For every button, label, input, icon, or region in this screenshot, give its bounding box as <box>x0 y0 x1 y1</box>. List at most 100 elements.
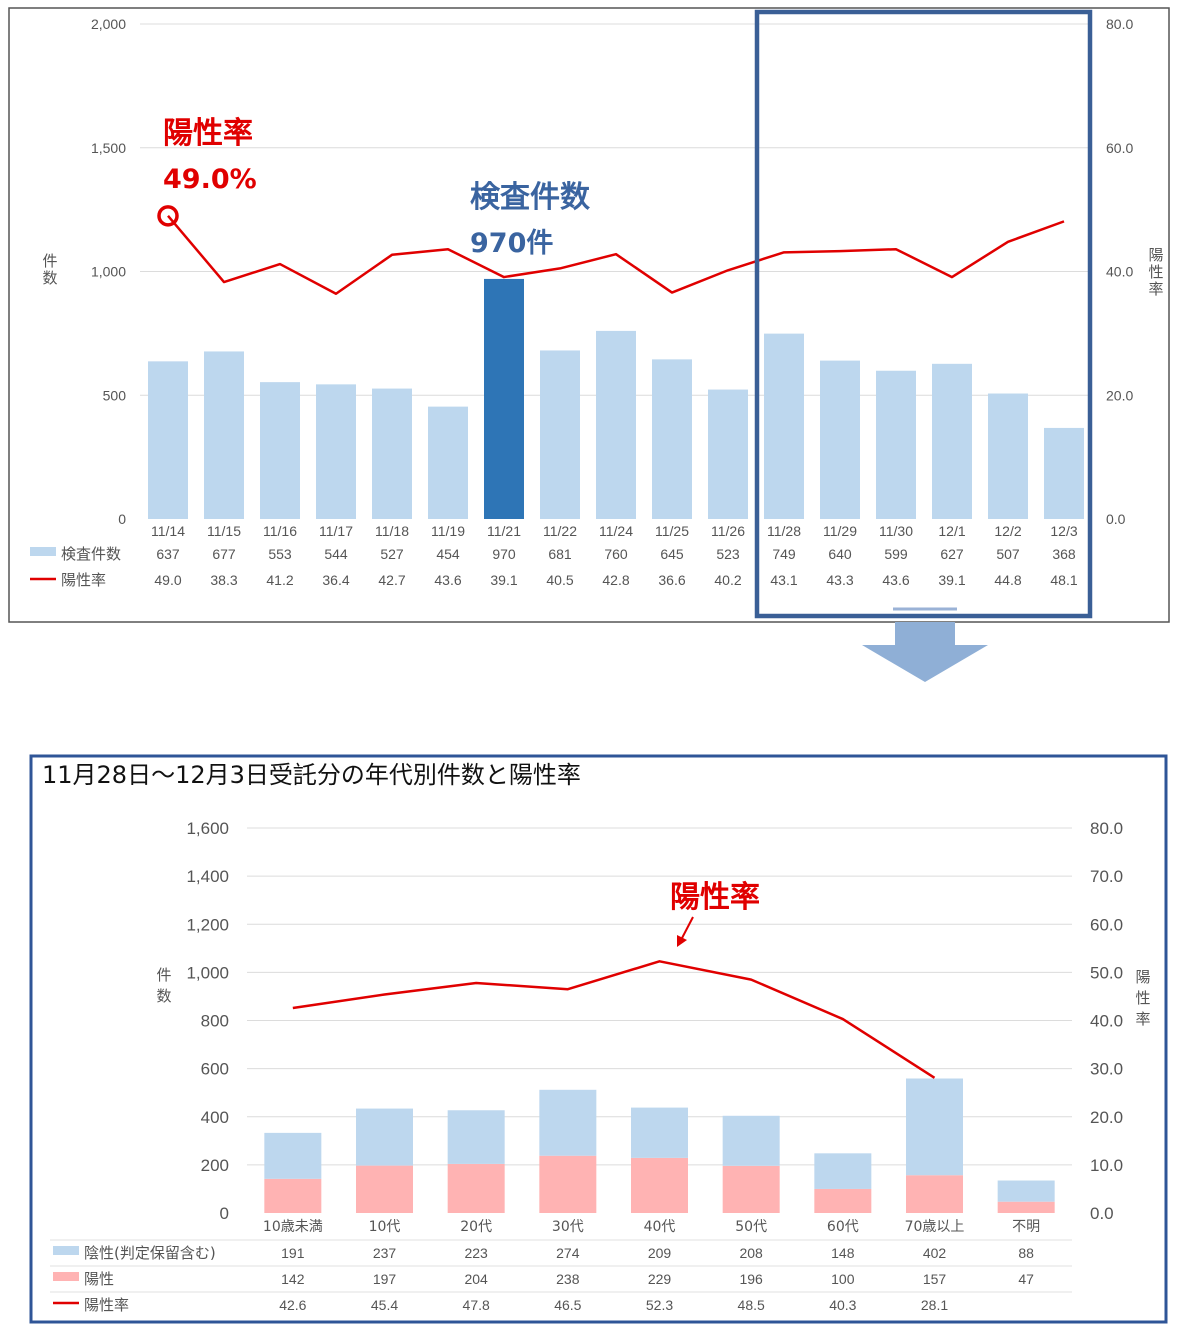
y-tick-label: 200 <box>201 1156 229 1175</box>
legend-label-count: 検査件数 <box>61 545 121 563</box>
table-cell-count: 553 <box>268 546 292 562</box>
x-tick-label: 11/30 <box>879 523 913 539</box>
y2-tick-label: 0.0 <box>1090 1204 1114 1223</box>
table-cell-count: 527 <box>380 546 404 562</box>
table-cell-rate: 42.6 <box>279 1297 306 1313</box>
chart1-rate-annotation-value: 49.0% <box>163 164 257 195</box>
bar-positive <box>631 1157 688 1213</box>
y2-tick-label: 80.0 <box>1106 16 1133 32</box>
y-tick-label: 500 <box>103 387 127 403</box>
y-tick-label: 400 <box>201 1108 229 1127</box>
table-cell-count: 637 <box>156 546 180 562</box>
x-tick-label: 11/29 <box>823 523 857 539</box>
table-cell-positive: 100 <box>831 1271 855 1287</box>
table-cell-count: 760 <box>604 546 628 562</box>
table-cell-rate: 43.6 <box>882 572 909 588</box>
chart1-y2-ticks: 0.0 20.0 40.0 60.0 80.0 <box>1106 16 1133 527</box>
chart1-frame <box>8 7 1170 623</box>
x-tick-label: 30代 <box>552 1219 584 1235</box>
y-axis-label-char: 件 <box>42 252 57 270</box>
x-tick-label: 60代 <box>827 1219 859 1235</box>
table-cell-positive: 142 <box>281 1271 305 1287</box>
y2-tick-label: 50.0 <box>1090 963 1123 982</box>
bar <box>820 360 860 519</box>
x-tick-label: 11/21 <box>487 523 521 539</box>
table-cell-count: 645 <box>660 546 684 562</box>
table-cell-rate: 47.8 <box>463 1297 490 1313</box>
bar <box>708 389 748 519</box>
y-tick-label: 1,000 <box>91 264 126 280</box>
table-cell-rate: 40.2 <box>714 572 741 588</box>
table-cell-positive: 157 <box>923 1271 947 1287</box>
bar <box>372 388 412 519</box>
y2-axis-label-char: 率 <box>1148 280 1163 298</box>
table-cell-rate: 44.8 <box>994 572 1021 588</box>
x-tick-label: 70歳以上 <box>905 1219 965 1235</box>
table-cell-negative: 208 <box>739 1245 763 1261</box>
chart2-annotation-arrowhead-icon <box>677 935 687 947</box>
bar-negative <box>814 1153 872 1189</box>
chart2-title: 11月28日～12月3日受託分の年代別件数と陽性率 <box>42 761 581 789</box>
y-axis-label-char: 件 <box>156 966 171 984</box>
bar-negative <box>906 1078 963 1176</box>
table-cell-rate: 36.4 <box>322 572 349 588</box>
table-cell-count: 627 <box>940 546 964 562</box>
table-cell-positive: 196 <box>739 1271 763 1287</box>
bar <box>988 393 1028 519</box>
x-tick-label: 12/1 <box>938 523 965 539</box>
down-arrow-icon <box>862 622 988 682</box>
x-tick-label: 11/19 <box>431 523 465 539</box>
bar-negative <box>997 1180 1055 1202</box>
table-cell-rate: 36.6 <box>658 572 685 588</box>
table-cell-count: 749 <box>772 546 796 562</box>
bar-positive <box>447 1163 505 1213</box>
chart1-rate-marker <box>157 205 179 227</box>
chart1-y-ticks: 0 500 1,000 1,500 2,000 <box>91 16 126 527</box>
chart2-y2-ticks: 0.0 10.0 20.0 30.0 40.0 50.0 60.0 70.0 80.0 <box>1090 819 1123 1223</box>
bar-positive <box>997 1201 1055 1213</box>
table-cell-negative: 237 <box>373 1245 397 1261</box>
y-axis-label-char: 数 <box>42 269 57 287</box>
chart1-rate-annotation-title: 陽性率 <box>163 116 253 151</box>
x-tick-label: 11/26 <box>711 523 745 539</box>
chart1-count-annotation-value: 970件 <box>470 228 553 259</box>
bar-positive <box>722 1165 780 1213</box>
table-cell-rate: 43.3 <box>826 572 853 588</box>
table-cell-count: 507 <box>996 546 1020 562</box>
x-tick-label: 11/22 <box>543 523 577 539</box>
y2-axis-label-char: 陽 <box>1135 968 1150 986</box>
chart2-bars <box>264 1078 1055 1213</box>
table-cell-rate: 48.5 <box>738 1297 765 1313</box>
table-cell-count: 640 <box>828 546 852 562</box>
bar-positive <box>539 1155 597 1213</box>
x-tick-label: 50代 <box>735 1219 767 1235</box>
bar <box>764 333 804 519</box>
y-tick-label: 600 <box>201 1060 229 1079</box>
bar-positive <box>906 1175 963 1213</box>
chart2-data-table: 191 142 42.6 237 197 45.4 223 204 47.8 274 238 46.5… <box>50 1239 1072 1314</box>
table-cell-negative: 223 <box>464 1245 488 1261</box>
bar <box>484 278 524 519</box>
chart1-bars <box>148 278 1084 519</box>
legend-label-rate: 陽性率 <box>61 571 106 589</box>
table-cell-positive: 197 <box>373 1271 397 1287</box>
x-tick-label: 40代 <box>644 1219 676 1235</box>
bar-negative <box>722 1115 780 1166</box>
x-tick-label: 12/2 <box>994 523 1021 539</box>
chart2-annotation-arrow <box>680 916 694 941</box>
bar-negative <box>264 1132 322 1179</box>
table-cell-rate: 43.6 <box>434 572 461 588</box>
x-tick-label: 11/14 <box>151 523 185 539</box>
table-cell-rate: 38.3 <box>210 572 237 588</box>
legend-label-positive: 陽性 <box>84 1270 114 1288</box>
table-cell-rate: 39.1 <box>938 572 965 588</box>
table-cell-rate: 46.5 <box>554 1297 581 1313</box>
table-cell-count: 677 <box>212 546 236 562</box>
table-cell-rate: 49.0 <box>154 572 181 588</box>
table-cell-positive: 204 <box>464 1271 488 1287</box>
table-cell-count: 599 <box>884 546 908 562</box>
bar <box>652 359 692 519</box>
y2-axis-label-char: 性 <box>1135 989 1150 1007</box>
table-cell-negative: 191 <box>281 1245 305 1261</box>
